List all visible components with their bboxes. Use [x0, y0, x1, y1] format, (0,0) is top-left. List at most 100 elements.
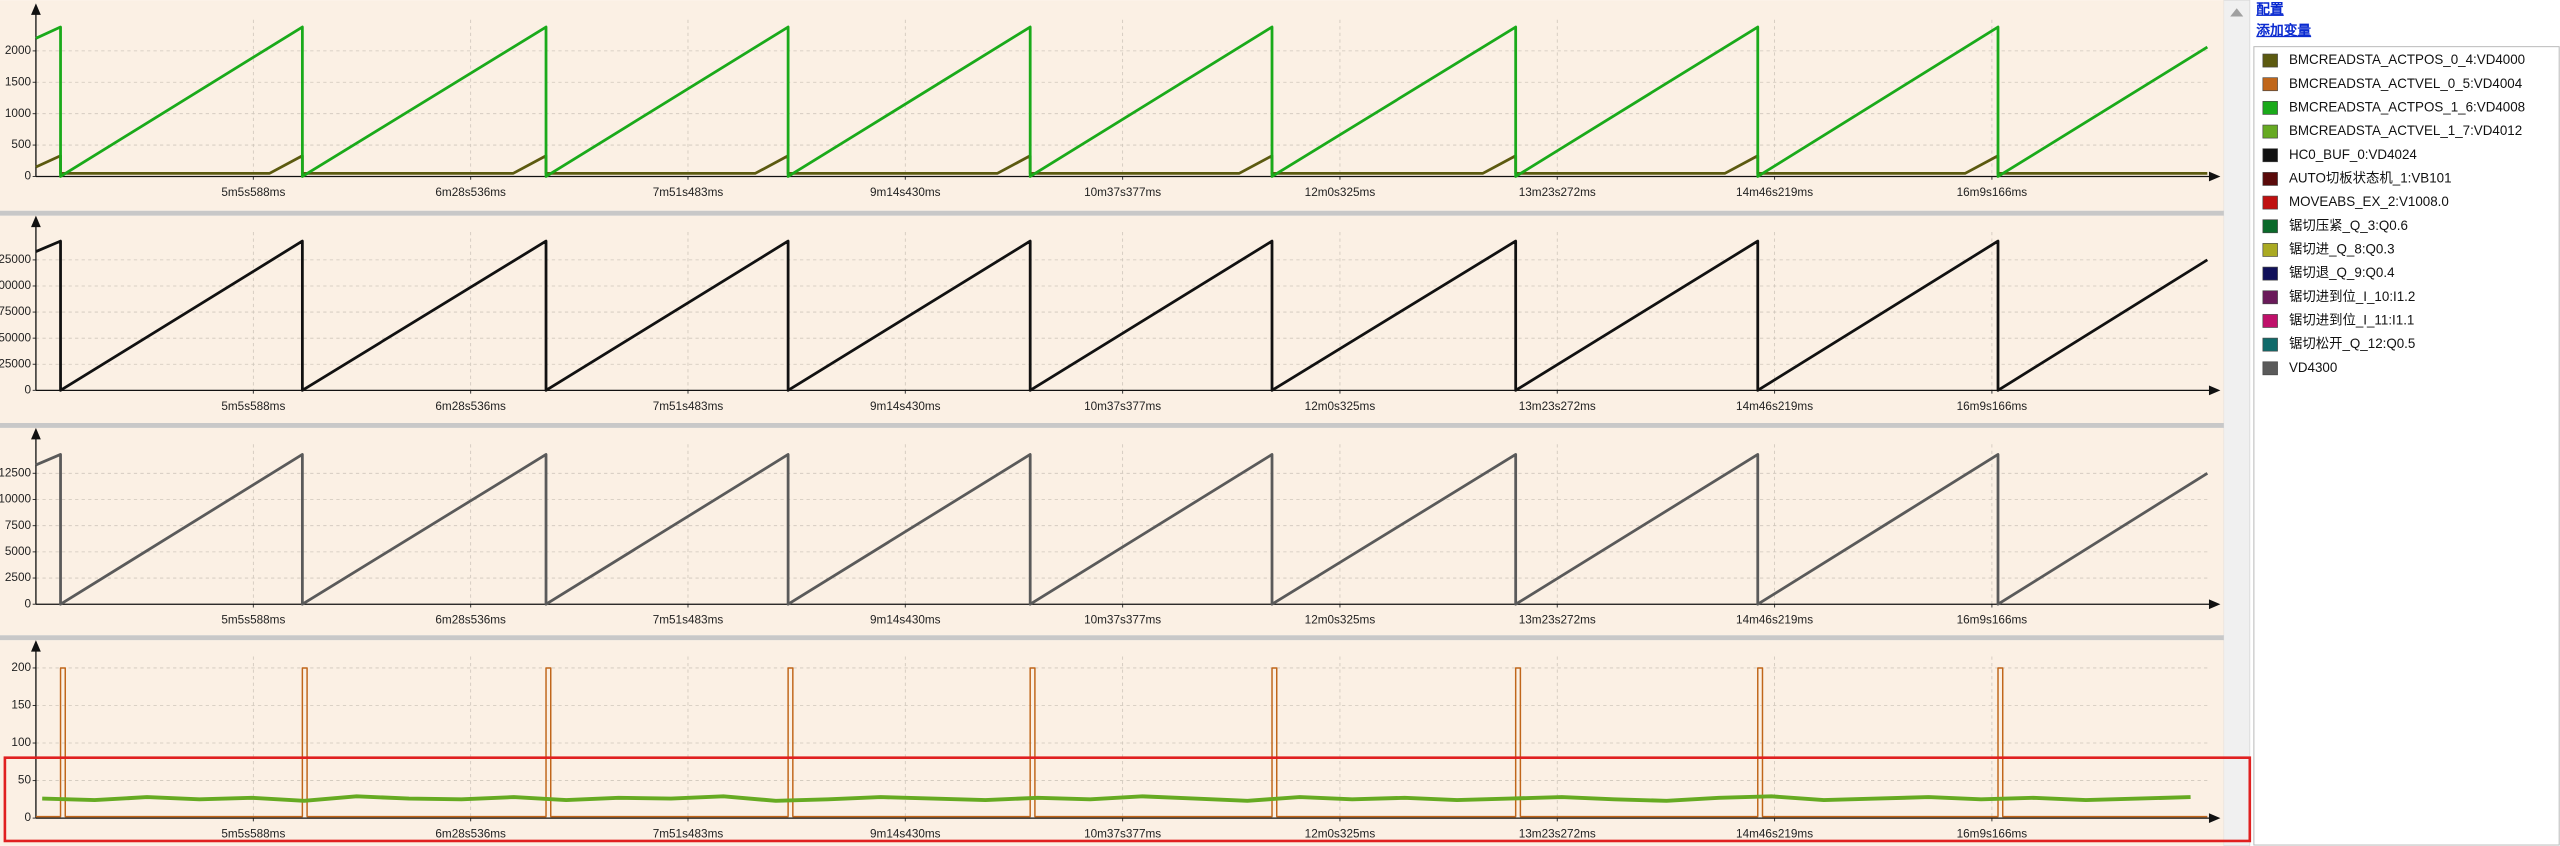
y-tick-label: 12500 [0, 466, 31, 479]
y-tick-label: 2000 [5, 44, 32, 57]
y-tick-label: 100000 [0, 279, 31, 292]
legend-label: VD4300 [2289, 360, 2337, 375]
chart-panel: 5m5s588ms 6m28s536ms 7m51s483ms 9m14s430ms 1… [0, 423, 2224, 636]
x-tick-label: 6m28s536ms [435, 614, 506, 627]
panel-separator [0, 423, 2224, 428]
chart-panel: 5m5s588ms 6m28s536ms 7m51s483ms 9m14s430ms 1… [0, 210, 2224, 423]
panel-background [0, 0, 2224, 211]
x-tick-label: 12m0s325ms [1305, 828, 1376, 841]
y-tick-label: 150 [11, 699, 31, 712]
x-tick-label: 14m46s219ms [1736, 828, 1813, 841]
charts: 5m5s588ms 6m28s536ms 7m51s483ms 9m14s430ms 1… [0, 0, 2224, 846]
x-tick-label: 16m9s166ms [1957, 614, 2028, 627]
legend-swatch [2262, 243, 2278, 257]
legend-swatch [2262, 53, 2278, 68]
y-tick-label: 50 [18, 774, 32, 787]
legend-label: BMCREADSTA_ACTVEL_1_7:VD4012 [2289, 123, 2522, 138]
config-link[interactable]: 配置 [2256, 2, 2284, 17]
scroll-up-arrow[interactable] [2230, 8, 2244, 17]
series-line [35, 667, 2208, 818]
legend-label: 锯切进到位_I_10:I1.2 [2289, 289, 2415, 304]
y-tick-label: 1500 [5, 75, 32, 88]
x-tick-label: 16m9s166ms [1957, 828, 2028, 841]
x-tick-label: 6m28s536ms [435, 186, 506, 199]
x-tick-label: 9m14s430ms [870, 400, 941, 413]
y-tick-label: 25000 [0, 357, 31, 370]
panel-background [0, 640, 2224, 846]
legend-swatch [2262, 195, 2278, 210]
y-tick-label: 5000 [5, 545, 32, 558]
y-tick-label: 7500 [5, 519, 32, 532]
chart-panel: 5m5s588ms 6m28s536ms 7m51s483ms 9m14s430ms 1… [0, 0, 2224, 211]
x-tick-label: 9m14s430ms [870, 614, 941, 627]
legend-label: BMCREADSTA_ACTPOS_0_4:VD4000 [2289, 52, 2525, 67]
y-axis-arrow [31, 3, 41, 15]
x-axis-arrow [2208, 385, 2221, 396]
x-tick-label: 13m23s272ms [1519, 614, 1596, 627]
x-tick-label: 7m51s483ms [653, 828, 724, 841]
x-tick-label: 7m51s483ms [653, 614, 724, 627]
legend-label: MOVEABS_EX_2:V1008.0 [2289, 194, 2449, 209]
x-tick-label: 14m46s219ms [1736, 400, 1813, 413]
x-tick-label: 10m37s377ms [1084, 614, 1161, 627]
legend-label: 锯切进到位_I_11:I1.1 [2289, 312, 2414, 327]
y-tick-label: 75000 [0, 305, 31, 318]
legend-label: HC0_BUF_0:VD4024 [2289, 147, 2417, 162]
x-tick-label: 12m0s325ms [1305, 400, 1376, 413]
legend-label: 锯切松开_Q_12:Q0.5 [2289, 336, 2415, 351]
x-tick-label: 12m0s325ms [1305, 614, 1376, 627]
y-tick-label: 50000 [0, 331, 31, 344]
y-tick-label: 0 [24, 811, 31, 824]
legend: BMCREADSTA_ACTPOS_0_4:VD4000 BMCREADSTA_A… [2262, 52, 2525, 376]
scrollbar[interactable] [2223, 0, 2251, 846]
y-tick-label: 100 [11, 736, 31, 749]
y-tick-label: 125000 [0, 253, 31, 266]
x-tick-label: 13m23s272ms [1519, 186, 1596, 199]
y-tick-label: 2500 [5, 571, 32, 584]
legend-label: 锯切退_Q_9:Q0.4 [2289, 265, 2395, 280]
legend-label: 锯切压紧_Q_3:Q0.6 [2289, 218, 2408, 233]
y-axis-arrow [31, 427, 41, 440]
x-tick-label: 10m37s377ms [1084, 186, 1161, 199]
x-tick-label: 13m23s272ms [1519, 828, 1596, 841]
panel-background [0, 215, 2224, 423]
x-tick-label: 10m37s377ms [1084, 400, 1161, 413]
legend-label: BMCREADSTA_ACTVEL_0_5:VD4004 [2289, 76, 2523, 91]
series-line [35, 453, 2209, 606]
y-axis-arrow [31, 215, 41, 228]
legend-swatch [2262, 337, 2278, 352]
x-tick-label: 14m46s219ms [1736, 186, 1813, 199]
legend-label: 锯切进_Q_8:Q0.3 [2289, 241, 2395, 256]
x-tick-label: 5m5s588ms [221, 400, 285, 413]
panel-background [0, 427, 2224, 636]
series-line [35, 239, 2209, 392]
x-tick-label: 16m9s166ms [1957, 400, 2028, 413]
y-tick-label: 0 [24, 383, 31, 396]
legend-label: AUTO切板状态机_1:VB101 [2289, 170, 2452, 185]
x-tick-label: 16m9s166ms [1957, 186, 2028, 199]
x-tick-label: 10m37s377ms [1084, 828, 1161, 841]
add-variable-link[interactable]: 添加变量 [2256, 22, 2311, 38]
y-tick-label: 0 [24, 170, 31, 183]
x-tick-label: 13m23s272ms [1519, 400, 1596, 413]
x-tick-label: 14m46s219ms [1736, 614, 1813, 627]
x-axis-arrow [2208, 171, 2221, 182]
series-line [35, 25, 2209, 178]
legend-swatch [2262, 290, 2278, 305]
legend-swatch [2262, 219, 2278, 234]
panel-separator [0, 210, 2224, 216]
y-tick-label: 200 [11, 661, 31, 674]
x-tick-label: 6m28s536ms [435, 400, 506, 413]
chart-panel: 5m5s588ms 6m28s536ms 7m51s483ms 9m14s430ms 1… [0, 635, 2224, 846]
y-tick-label: 500 [11, 138, 31, 151]
x-tick-label: 7m51s483ms [653, 400, 724, 413]
x-tick-label: 7m51s483ms [653, 186, 724, 199]
x-tick-label: 9m14s430ms [870, 828, 941, 841]
legend-swatch [2262, 148, 2278, 163]
x-tick-label: 9m14s430ms [870, 186, 941, 199]
y-axis-arrow [31, 640, 41, 652]
x-tick-label: 5m5s588ms [221, 828, 285, 841]
y-tick-label: 1000 [5, 107, 32, 120]
y-tick-label: 10000 [0, 493, 31, 506]
